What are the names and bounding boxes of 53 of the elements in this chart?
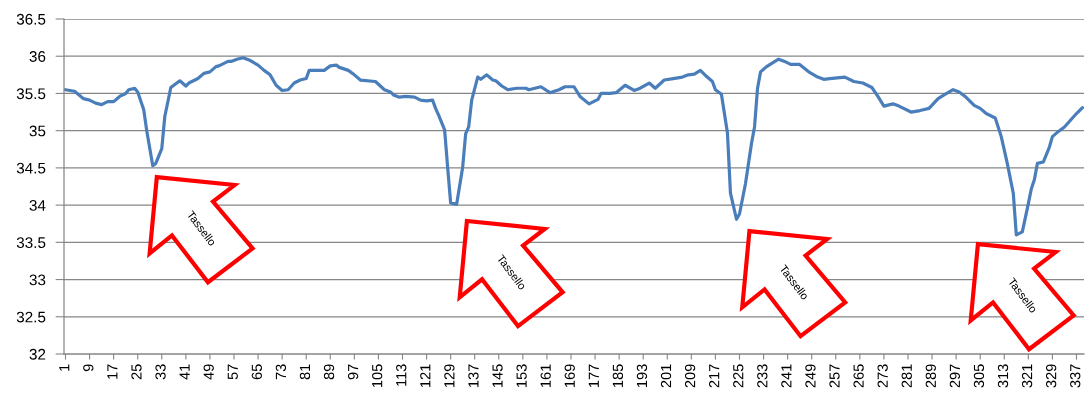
x-tick-label: 153 [516,364,527,387]
x-tick-label: 81 [299,364,311,380]
x-tick-label: 201 [660,364,672,388]
y-tick-label: 33 [29,274,46,286]
x-tick-label: 73 [275,364,287,380]
y-tick-label: 36.5 [16,13,46,25]
x-tick-label: 57 [227,364,238,380]
x-tick-label: 185 [612,364,624,387]
x-tick-label: 209 [684,364,696,388]
x-tick-label: 17 [107,364,118,379]
x-tick-label: 89 [323,364,335,380]
x-tick-label: 145 [492,364,503,387]
x-tick-label: 313 [997,364,1009,388]
x-tick-label: 177 [588,364,599,387]
x-tick-label: 193 [636,364,648,387]
x-tick-label: 161 [540,364,551,387]
x-tick-label: 217 [709,364,720,388]
x-tick-label: 257 [829,364,840,388]
x-tick-label: 41 [179,364,190,380]
x-tick-label: 233 [757,364,768,388]
x-tick-label: 273 [877,364,888,388]
x-tick-label: 321 [1021,364,1033,388]
x-tick-label: 105 [372,364,383,387]
x-tick-label: 129 [444,364,455,387]
y-tick-label: 32 [29,348,46,360]
x-tick-label: 97 [347,364,359,380]
x-tick-label: 249 [805,364,816,388]
x-tick-label: 137 [468,364,479,387]
x-tick-label: 1 [59,364,70,371]
x-tick-label: 265 [853,364,864,388]
x-tick-label: 225 [733,364,744,388]
x-tick-label: 297 [949,364,961,388]
x-tick-label: 121 [420,364,431,387]
x-tick-label: 65 [251,364,262,380]
x-tick-label: 9 [83,364,94,372]
x-tick-label: 281 [901,364,912,388]
x-tick-label: 33 [155,364,166,380]
y-tick-label: 35.5 [16,88,46,100]
y-tick-label: 34 [29,199,46,211]
y-tick-label: 33.5 [16,237,46,249]
x-tick-label: 169 [564,364,575,387]
x-tick-label: 25 [131,364,142,380]
x-tick-label: 289 [925,364,936,388]
x-tick-label: 305 [973,364,985,388]
y-tick-label: 36 [29,51,46,62]
x-tick-label: 337 [1070,364,1081,388]
x-tick-label: 241 [781,364,792,388]
y-tick-label: 32.5 [16,311,46,323]
x-tick-label: 113 [396,364,407,386]
x-tick-label: 329 [1045,364,1057,388]
x-tick-label: 49 [203,364,214,380]
y-tick-label: 34.5 [16,162,46,174]
y-tick-label: 35 [29,125,46,137]
